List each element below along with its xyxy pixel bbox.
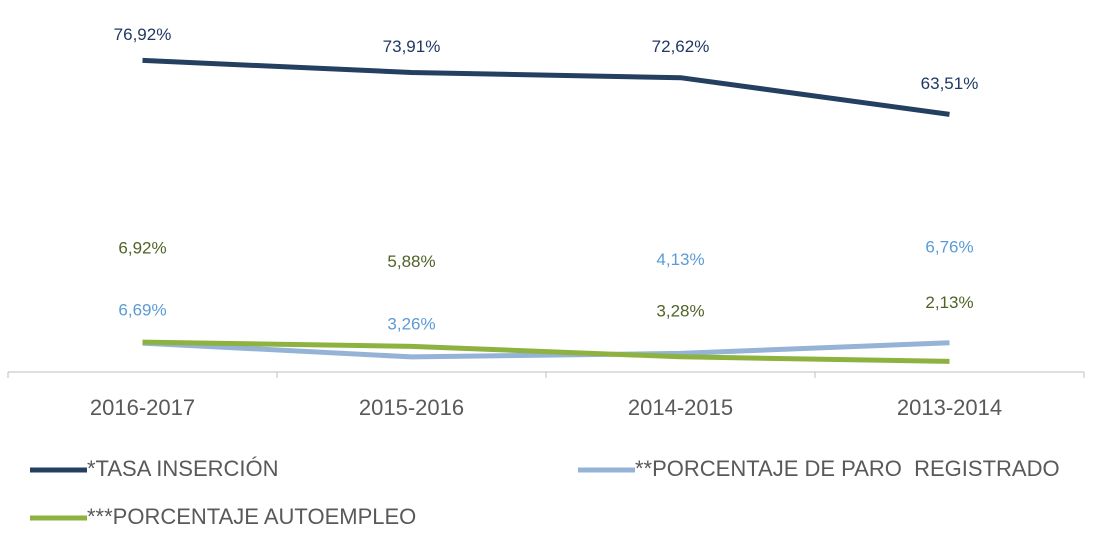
- data-label: 4,13%: [656, 250, 704, 269]
- data-label: 73,91%: [383, 37, 441, 56]
- series-line: [142, 340, 950, 360]
- data-label: 63,51%: [921, 74, 979, 93]
- series-line: [142, 57, 950, 117]
- x-tick-label: 2016-2017: [90, 395, 195, 420]
- data-label: 76,92%: [114, 25, 172, 44]
- data-label: 3,26%: [387, 314, 435, 333]
- legend-label: **PORCENTAJE DE PARO REGISTRADO: [635, 456, 1060, 481]
- data-label: 6,69%: [118, 301, 166, 320]
- x-tick-label: 2013-2014: [897, 395, 1002, 420]
- legend-label: ***PORCENTAJE AUTOEMPLEO: [87, 504, 416, 529]
- data-label: 5,88%: [387, 252, 435, 271]
- data-label: 2,13%: [925, 293, 973, 312]
- data-label: 72,62%: [652, 37, 710, 56]
- data-label: 6,92%: [118, 239, 166, 258]
- x-tick-label: 2015-2016: [359, 395, 464, 420]
- x-tick-label: 2014-2015: [628, 395, 733, 420]
- data-label: 6,76%: [925, 237, 973, 256]
- data-label: 3,28%: [656, 301, 704, 320]
- series-line: [142, 339, 950, 364]
- legend-label: *TASA INSERCIÓN: [87, 456, 279, 481]
